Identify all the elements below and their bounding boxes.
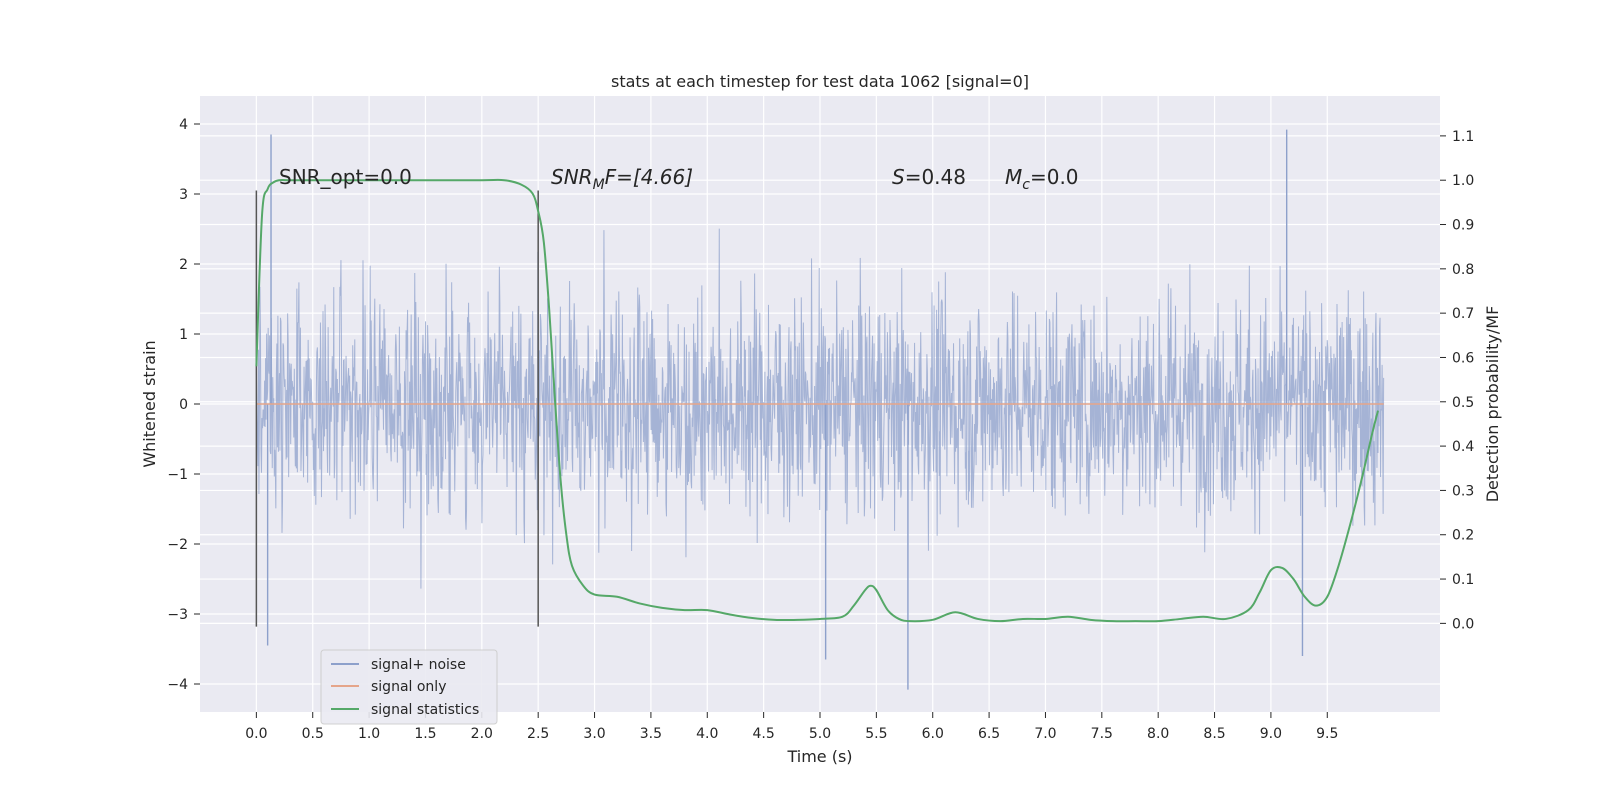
x-tick-label-5: 2.5 — [527, 726, 549, 742]
legend: signal+ noise signal only signal statist… — [320, 649, 498, 725]
x-tick-label-1: 0.5 — [302, 726, 324, 742]
x-tick-label-19: 9.5 — [1316, 726, 1338, 742]
legend-label-signal-statistics: signal statistics — [371, 702, 479, 718]
y-right-tick-label-1: 0.1 — [1452, 572, 1474, 588]
x-tick-label-12: 6.0 — [922, 726, 944, 742]
annotation-s: S=0.48 — [892, 165, 966, 189]
snr-mf-suffix: F=[4.66] — [605, 165, 693, 189]
x-tick-label-15: 7.5 — [1091, 726, 1113, 742]
annotation-mc: Mc=0.0 — [1005, 165, 1079, 193]
x-tick-label-10: 5.0 — [809, 726, 831, 742]
legend-label-signal-noise: signal+ noise — [371, 657, 466, 673]
y-right-tick-label-11: 1.1 — [1452, 129, 1474, 145]
x-tick-label-8: 4.0 — [696, 726, 718, 742]
y-tick-label-3: −1 — [167, 467, 188, 483]
y-tick-label-7: 3 — [179, 187, 188, 203]
snr-mf-sub: M — [593, 177, 605, 193]
y-right-tick-label-9: 0.9 — [1452, 218, 1474, 234]
mc-sub: c — [1022, 177, 1030, 193]
y-tick-label-2: −2 — [167, 537, 188, 553]
y-tick-label-0: −4 — [167, 677, 188, 693]
x-tick-label-4: 2.0 — [471, 726, 493, 742]
s-suffix: =0.48 — [905, 165, 966, 189]
annotation-snr-opt: SNR_opt=0.0 — [279, 165, 412, 189]
s-prefix: S — [892, 165, 905, 189]
chart-title: stats at each timestep for test data 106… — [611, 72, 1029, 91]
y-right-tick-label-4: 0.4 — [1452, 439, 1474, 455]
x-tick-label-11: 5.5 — [865, 726, 887, 742]
y-tick-label-4: 0 — [179, 397, 188, 413]
x-tick-label-17: 8.5 — [1203, 726, 1225, 742]
y-right-axis-ticks: 0.0 0.1 0.2 0.3 0.4 0.5 0.6 0.7 0.8 0.9 1.0 1.1 — [1440, 129, 1474, 632]
y-tick-label-8: 4 — [179, 117, 188, 133]
y-tick-label-1: −3 — [167, 607, 188, 623]
annotation-snr-mf: SNRMF=[4.66] — [551, 165, 693, 193]
x-tick-label-14: 7.0 — [1034, 726, 1056, 742]
x-tick-label-13: 6.5 — [978, 726, 1000, 742]
series-signal-noise — [255, 129, 1385, 690]
legend-label-signal-only: signal only — [371, 679, 446, 695]
x-tick-label-0: 0.0 — [245, 726, 267, 742]
y-tick-label-5: 1 — [179, 327, 188, 343]
y-right-tick-label-8: 0.8 — [1452, 262, 1474, 278]
x-tick-label-2: 1.0 — [358, 726, 380, 742]
y-right-axis-label: Detection probability/MF — [1483, 306, 1502, 503]
y-right-tick-label-5: 0.5 — [1452, 395, 1474, 411]
y-right-tick-label-10: 1.0 — [1452, 173, 1474, 189]
y-right-tick-label-3: 0.3 — [1452, 483, 1474, 499]
x-tick-label-18: 9.0 — [1260, 726, 1282, 742]
x-axis-ticks: 0.0 0.5 1.0 1.5 2.0 2.5 3.0 3.5 4.0 4.5 5.0 5.5 6.0 6… — [245, 712, 1338, 742]
x-tick-label-9: 4.5 — [753, 726, 775, 742]
y-axis-label: Whitened strain — [140, 340, 159, 467]
x-tick-label-6: 3.0 — [583, 726, 605, 742]
legend-box — [320, 649, 498, 725]
x-tick-label-16: 8.0 — [1147, 726, 1169, 742]
x-tick-label-7: 3.5 — [640, 726, 662, 742]
y-right-tick-label-7: 0.7 — [1452, 306, 1474, 322]
y-right-tick-label-2: 0.2 — [1452, 528, 1474, 544]
vertical-markers — [255, 190, 539, 627]
x-axis-label: Time (s) — [786, 747, 852, 766]
series-signal-statistics-line — [255, 178, 1379, 623]
mc-suffix: =0.0 — [1030, 165, 1079, 189]
y-right-tick-label-0: 0.0 — [1452, 616, 1474, 632]
x-tick-label-3: 1.5 — [414, 726, 436, 742]
mc-prefix: M — [1005, 165, 1022, 189]
y-axis-ticks: −4 −3 −2 −1 0 1 2 3 4 — [167, 117, 200, 693]
snr-mf-prefix: SNR — [551, 165, 593, 189]
y-tick-label-6: 2 — [179, 257, 188, 273]
y-right-tick-label-6: 0.6 — [1452, 350, 1474, 366]
signal-noise-trace — [255, 228, 1385, 589]
